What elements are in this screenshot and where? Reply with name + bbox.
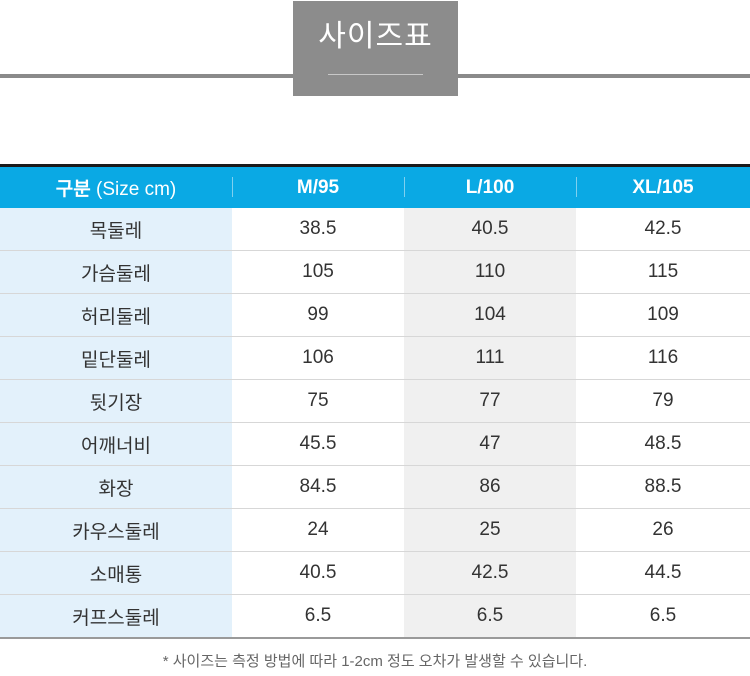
cell-xl: 115 [576, 250, 750, 294]
cell-l: 77 [404, 379, 576, 423]
table-row: 화장 84.5 86 88.5 [0, 465, 750, 509]
cell-m: 105 [232, 250, 404, 294]
cell-l: 110 [404, 250, 576, 294]
header-label-cell: 구분 (Size cm) [0, 167, 232, 208]
table-row: 가슴둘레 105 110 115 [0, 250, 750, 294]
cell-m: 106 [232, 336, 404, 380]
cell-xl: 26 [576, 508, 750, 552]
cell-xl: 44.5 [576, 551, 750, 595]
size-table: 구분 (Size cm) M/95 L/100 XL/105 목둘레 38.5 … [0, 167, 750, 639]
cell-xl: 48.5 [576, 422, 750, 466]
cell-m: 6.5 [232, 594, 404, 639]
page-title: 사이즈표 [318, 20, 433, 53]
table-row: 뒷기장 75 77 79 [0, 379, 750, 423]
header-size-xl: XL/105 [576, 167, 750, 208]
cell-xl: 42.5 [576, 208, 750, 251]
table-row: 커프스둘레 6.5 6.5 6.5 [0, 594, 750, 639]
cell-m: 40.5 [232, 551, 404, 595]
cell-xl: 109 [576, 293, 750, 337]
cell-m: 38.5 [232, 208, 404, 251]
cell-xl: 116 [576, 336, 750, 380]
cell-xl: 6.5 [576, 594, 750, 639]
cell-m: 24 [232, 508, 404, 552]
row-label: 허리둘레 [0, 293, 232, 337]
row-label: 커프스둘레 [0, 594, 232, 639]
header-size-m: M/95 [232, 167, 404, 208]
row-label: 카우스둘레 [0, 508, 232, 552]
measurement-footnote: * 사이즈는 측정 방법에 따라 1-2cm 정도 오차가 발생할 수 있습니다… [162, 653, 588, 670]
cell-l: 40.5 [404, 208, 576, 251]
table-row: 카우스둘레 24 25 26 [0, 508, 750, 552]
row-label: 소매통 [0, 551, 232, 595]
header-size-l: L/100 [404, 167, 576, 208]
table-top-border [0, 164, 750, 167]
cell-l: 6.5 [404, 594, 576, 639]
table-row: 목둘레 38.5 40.5 42.5 [0, 208, 750, 251]
row-label: 목둘레 [0, 208, 232, 251]
cell-l: 104 [404, 293, 576, 337]
table-header-row: 구분 (Size cm) M/95 L/100 XL/105 [0, 167, 750, 208]
cell-l: 86 [404, 465, 576, 509]
header-label-sub: (Size cm) [96, 179, 177, 200]
table-row: 소매통 40.5 42.5 44.5 [0, 551, 750, 595]
table-row: 어깨너비 45.5 47 48.5 [0, 422, 750, 466]
title-box: 사이즈표 [293, 1, 458, 96]
cell-l: 42.5 [404, 551, 576, 595]
cell-m: 99 [232, 293, 404, 337]
title-underline [328, 74, 423, 75]
row-label: 밑단둘레 [0, 336, 232, 380]
cell-m: 75 [232, 379, 404, 423]
row-label: 어깨너비 [0, 422, 232, 466]
row-label: 뒷기장 [0, 379, 232, 423]
cell-xl: 88.5 [576, 465, 750, 509]
size-table-container: 구분 (Size cm) M/95 L/100 XL/105 목둘레 38.5 … [0, 164, 750, 639]
cell-l: 25 [404, 508, 576, 552]
table-row: 밑단둘레 106 111 116 [0, 336, 750, 380]
row-label: 가슴둘레 [0, 250, 232, 294]
cell-xl: 79 [576, 379, 750, 423]
row-label: 화장 [0, 465, 232, 509]
cell-l: 111 [404, 336, 576, 380]
table-row: 허리둘레 99 104 109 [0, 293, 750, 337]
cell-m: 45.5 [232, 422, 404, 466]
cell-m: 84.5 [232, 465, 404, 509]
cell-l: 47 [404, 422, 576, 466]
header-label-main: 구분 [55, 179, 91, 200]
